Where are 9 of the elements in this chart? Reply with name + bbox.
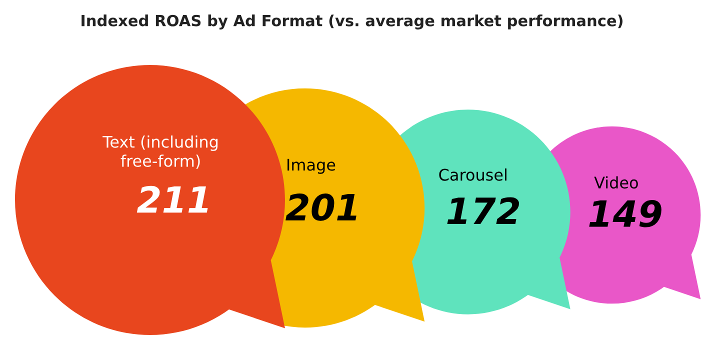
data-label: 201 — [286, 194, 356, 221]
data-label: 211 — [136, 186, 208, 213]
category-label: Text (including free-form) — [102, 135, 218, 169]
category-label: Video — [594, 176, 638, 189]
data-label: 149 — [589, 200, 662, 228]
data-label: 172 — [447, 197, 520, 224]
category-label: Image — [288, 158, 336, 174]
text: Indexed ROAS by Ad Format (vs. average market performance) — [82, 14, 622, 30]
category-label: Carousel — [439, 168, 506, 181]
